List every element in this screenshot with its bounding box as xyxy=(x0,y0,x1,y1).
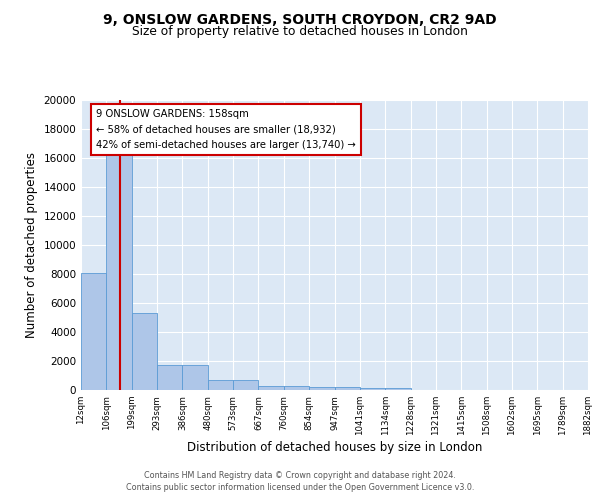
Text: Contains HM Land Registry data © Crown copyright and database right 2024.
Contai: Contains HM Land Registry data © Crown c… xyxy=(126,471,474,492)
Bar xyxy=(385,388,410,390)
Text: 9 ONSLOW GARDENS: 158sqm
← 58% of detached houses are smaller (18,932)
42% of se: 9 ONSLOW GARDENS: 158sqm ← 58% of detach… xyxy=(96,108,356,150)
Y-axis label: Number of detached properties: Number of detached properties xyxy=(25,152,38,338)
Bar xyxy=(233,380,259,390)
Bar xyxy=(360,388,385,390)
Bar xyxy=(309,387,335,390)
Text: Size of property relative to detached houses in London: Size of property relative to detached ho… xyxy=(132,25,468,38)
Bar xyxy=(157,364,182,390)
Bar xyxy=(182,364,208,390)
Bar xyxy=(259,386,284,390)
Bar xyxy=(284,386,309,390)
Bar xyxy=(106,151,132,390)
Bar xyxy=(335,388,360,390)
X-axis label: Distribution of detached houses by size in London: Distribution of detached houses by size … xyxy=(187,441,482,454)
Text: 9, ONSLOW GARDENS, SOUTH CROYDON, CR2 9AD: 9, ONSLOW GARDENS, SOUTH CROYDON, CR2 9A… xyxy=(103,12,497,26)
Bar xyxy=(208,380,233,390)
Bar xyxy=(81,272,106,390)
Bar xyxy=(132,313,157,390)
